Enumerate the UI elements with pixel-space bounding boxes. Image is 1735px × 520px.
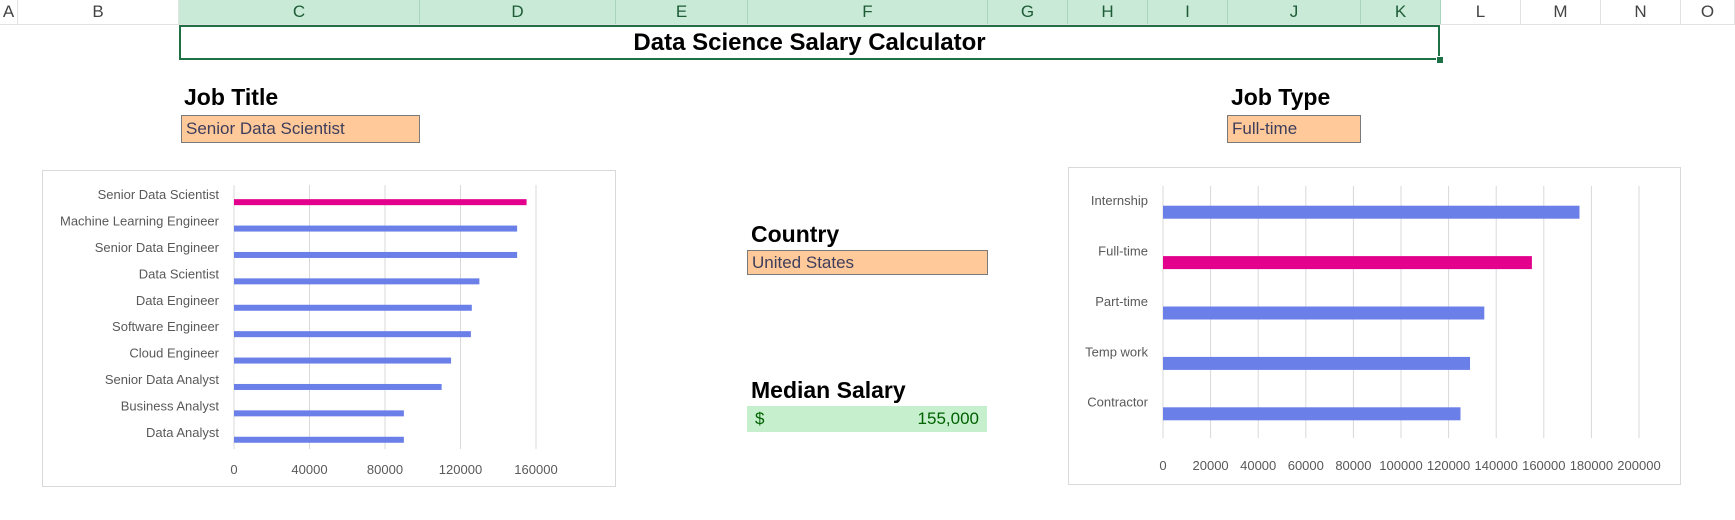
job-title-chart-category-label: Data Analyst xyxy=(146,425,219,440)
job-type-salary-chart[interactable]: 0 20000 40000 60000 80000 100000 120000 140000 1… xyxy=(1068,167,1681,485)
column-header-j[interactable]: J xyxy=(1228,0,1361,24)
page-title[interactable]: Data Science Salary Calculator xyxy=(179,25,1440,60)
column-header-d[interactable]: D xyxy=(420,0,616,24)
job-title-chart-category-label: Data Engineer xyxy=(136,293,220,308)
column-header-b[interactable]: B xyxy=(18,0,179,24)
job-title-input[interactable]: Senior Data Scientist xyxy=(181,115,420,143)
column-header-o[interactable]: O xyxy=(1681,0,1735,24)
column-header-i[interactable]: I xyxy=(1148,0,1228,24)
job-title-chart-category-label: Data Scientist xyxy=(139,266,220,281)
column-header-e[interactable]: E xyxy=(616,0,748,24)
job-type-chart-x-tick-label: 120000 xyxy=(1427,458,1470,473)
median-salary-output: $ 155,000 xyxy=(747,406,987,432)
median-salary-value: 155,000 xyxy=(917,409,979,428)
job-type-chart-x-tick-label: 20000 xyxy=(1193,458,1229,473)
job-type-chart-category-label: Temp work xyxy=(1085,344,1148,359)
job-type-chart-bar-full-time xyxy=(1163,256,1532,270)
job-title-chart-category-label: Machine Learning Engineer xyxy=(60,214,220,229)
job-type-input[interactable]: Full-time xyxy=(1227,115,1361,143)
column-header-c[interactable]: C xyxy=(179,0,420,24)
job-type-chart-category-label: Internship xyxy=(1091,193,1148,208)
job-type-chart-x-tick-label: 200000 xyxy=(1617,458,1660,473)
job-title-chart-bar-machine-learning-engineer xyxy=(234,225,518,232)
job-type-chart-category-label: Full-time xyxy=(1098,244,1148,259)
job-title-chart-x-tick-label: 120000 xyxy=(439,462,482,477)
job-title-chart-category-label: Cloud Engineer xyxy=(129,346,219,361)
job-type-chart-x-tick-label: 160000 xyxy=(1522,458,1565,473)
job-title-chart-bar-data-engineer xyxy=(234,304,472,311)
column-header-m[interactable]: M xyxy=(1521,0,1601,24)
country-heading: Country xyxy=(751,221,840,247)
job-title-chart-category-label: Senior Data Analyst xyxy=(105,372,220,387)
column-header-l[interactable]: L xyxy=(1441,0,1521,24)
column-header-g[interactable]: G xyxy=(988,0,1068,24)
job-title-chart-bar-senior-data-scientist xyxy=(234,199,527,206)
job-title-chart-x-tick-label: 40000 xyxy=(291,462,327,477)
job-title-chart-x-tick-label: 80000 xyxy=(367,462,403,477)
job-type-chart-x-tick-label: 140000 xyxy=(1475,458,1518,473)
job-type-chart-svg: 0 20000 40000 60000 80000 100000 120000 140000 1… xyxy=(1085,186,1661,473)
column-header-f[interactable]: F xyxy=(748,0,988,24)
currency-symbol: $ xyxy=(755,409,765,428)
job-title-salary-chart[interactable]: 0 40000 80000 120000 160000 Senior Data Scien… xyxy=(42,170,616,487)
column-header-a[interactable]: A xyxy=(0,0,18,24)
job-title-chart-x-tick-label: 160000 xyxy=(514,462,557,477)
median-salary-heading: Median Salary xyxy=(751,377,906,403)
job-title-chart-category-label: Software Engineer xyxy=(112,319,220,334)
job-title-chart-category-label: Senior Data Scientist xyxy=(98,187,220,202)
job-type-chart-category-label: Contractor xyxy=(1087,395,1148,410)
column-header-row: A B C D E F G H I J K L M N O xyxy=(0,0,1735,25)
job-title-chart-bar-data-scientist xyxy=(234,278,480,285)
job-type-chart-bar-internship xyxy=(1163,205,1580,219)
job-type-chart-category-label: Part-time xyxy=(1095,294,1148,309)
selection-fill-handle[interactable] xyxy=(1436,56,1444,64)
job-title-chart-bar-cloud-engineer xyxy=(234,357,452,364)
job-type-chart-x-tick-label: 80000 xyxy=(1335,458,1371,473)
job-type-chart-x-tick-label: 60000 xyxy=(1288,458,1324,473)
job-type-chart-bar-contractor xyxy=(1163,407,1461,421)
job-title-chart-x-tick-label: 0 xyxy=(230,462,237,477)
job-title-chart-bar-data-analyst xyxy=(234,436,404,443)
job-type-chart-bar-temp-work xyxy=(1163,356,1471,370)
job-type-chart-x-tick-label: 0 xyxy=(1159,458,1166,473)
job-title-chart-bar-senior-data-analyst xyxy=(234,383,442,390)
job-title-heading: Job Title xyxy=(184,84,279,110)
job-type-chart-x-tick-label: 40000 xyxy=(1240,458,1276,473)
job-title-chart-bar-software-engineer xyxy=(234,331,471,338)
column-header-h[interactable]: H xyxy=(1068,0,1148,24)
job-type-heading: Job Type xyxy=(1231,84,1331,110)
country-input[interactable]: United States xyxy=(747,250,988,275)
job-type-chart-x-tick-label: 180000 xyxy=(1570,458,1613,473)
column-header-k[interactable]: K xyxy=(1361,0,1441,24)
column-header-n[interactable]: N xyxy=(1601,0,1681,24)
job-title-chart-category-label: Senior Data Engineer xyxy=(95,240,220,255)
job-title-chart-bar-business-analyst xyxy=(234,410,404,417)
job-type-chart-x-tick-label: 100000 xyxy=(1379,458,1422,473)
job-type-chart-bar-part-time xyxy=(1163,306,1485,320)
job-title-chart-svg: 0 40000 80000 120000 160000 Senior Data Scien… xyxy=(60,185,558,477)
job-title-chart-category-label: Business Analyst xyxy=(121,398,220,413)
job-title-chart-bar-senior-data-engineer xyxy=(234,251,518,258)
